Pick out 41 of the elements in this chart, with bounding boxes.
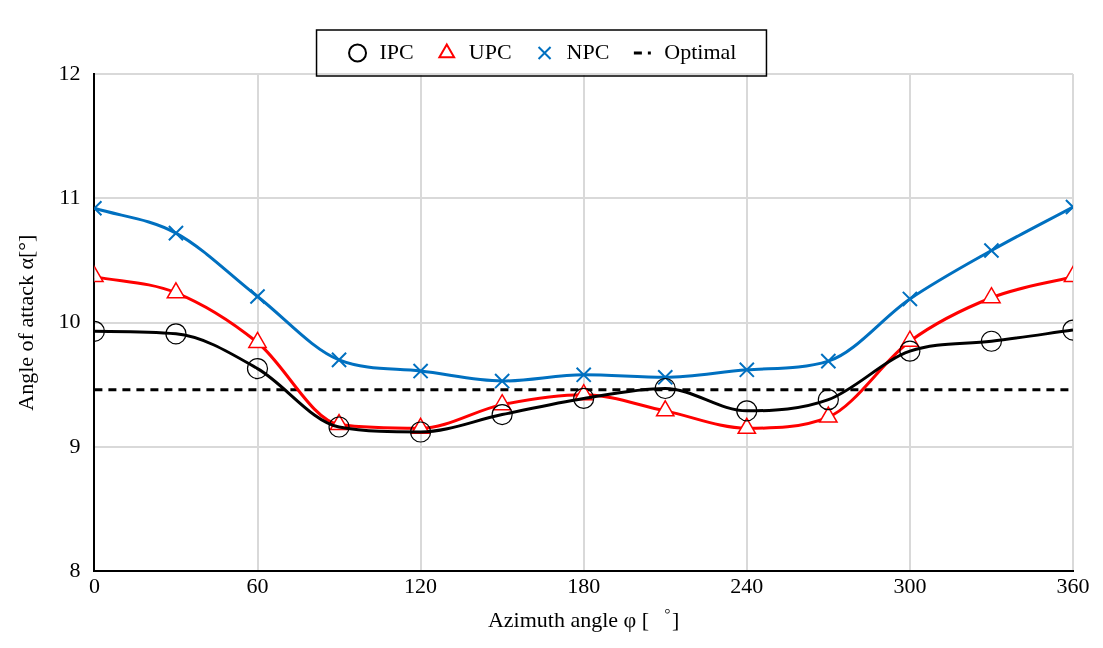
x-tick-label: 300 — [893, 573, 927, 599]
x-tick-label: 180 — [567, 573, 601, 599]
point — [491, 403, 513, 426]
legend-label: Optimal — [664, 38, 737, 64]
legend-label: IPC — [379, 38, 414, 64]
point — [328, 416, 350, 438]
point — [412, 363, 429, 380]
point — [657, 369, 674, 386]
y-tick-label: 9 — [69, 432, 81, 458]
point — [167, 225, 185, 242]
point — [980, 330, 1003, 352]
point — [573, 387, 595, 410]
x-tick-label: 120 — [404, 573, 438, 599]
point — [575, 366, 592, 383]
y-axis-title: Angle of attack α[°] — [12, 234, 38, 411]
y-tick-label: 8 — [69, 556, 81, 582]
point — [249, 288, 266, 305]
y-tick-label: 11 — [59, 184, 81, 210]
point — [899, 340, 921, 362]
x-tick-label: 60 — [246, 573, 269, 599]
point — [737, 417, 757, 435]
point — [494, 372, 511, 390]
x-tick-label: 360 — [1056, 573, 1090, 599]
point — [983, 242, 1000, 259]
legend-label: NPC — [566, 38, 610, 64]
point — [736, 400, 758, 422]
x-axis-title: Azimuth angle φ [゜] — [487, 606, 680, 632]
point — [330, 351, 348, 368]
point — [820, 353, 837, 370]
point — [246, 357, 269, 380]
legend-label: UPC — [468, 38, 512, 64]
point — [901, 290, 918, 308]
point — [738, 361, 755, 378]
point — [410, 421, 432, 443]
point — [165, 323, 187, 345]
point — [817, 389, 839, 411]
y-tick-label: 10 — [58, 308, 81, 334]
x-tick-label: 0 — [88, 573, 100, 599]
y-tick-label: 12 — [58, 59, 81, 85]
point — [654, 377, 676, 400]
x-tick-label: 240 — [730, 573, 764, 599]
